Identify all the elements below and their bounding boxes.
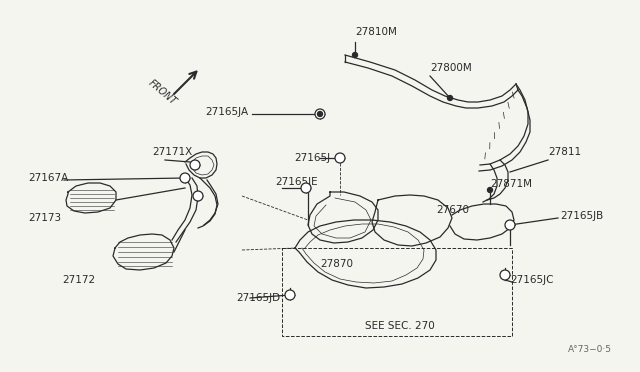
Circle shape bbox=[500, 270, 510, 280]
Text: 27167A: 27167A bbox=[28, 173, 68, 183]
Text: FRONT: FRONT bbox=[146, 77, 178, 106]
Text: 27165JE: 27165JE bbox=[275, 177, 318, 187]
Text: 27165JC: 27165JC bbox=[510, 275, 554, 285]
Text: 27670: 27670 bbox=[436, 205, 469, 215]
Circle shape bbox=[315, 109, 325, 119]
Text: 27165J: 27165J bbox=[294, 153, 330, 163]
Text: 27165JD: 27165JD bbox=[236, 293, 280, 303]
Text: 27165JB: 27165JB bbox=[560, 211, 604, 221]
Text: 27165JA: 27165JA bbox=[205, 107, 248, 117]
Circle shape bbox=[353, 52, 358, 58]
Circle shape bbox=[285, 290, 295, 300]
Text: 27811: 27811 bbox=[548, 147, 581, 157]
Text: 27871M: 27871M bbox=[490, 179, 532, 189]
Circle shape bbox=[447, 96, 452, 100]
Text: 27171X: 27171X bbox=[152, 147, 192, 157]
Circle shape bbox=[180, 173, 190, 183]
Text: SEE SEC. 270: SEE SEC. 270 bbox=[365, 321, 435, 331]
Text: 27173: 27173 bbox=[28, 213, 61, 223]
Circle shape bbox=[505, 220, 515, 230]
Circle shape bbox=[190, 160, 200, 170]
Text: A°73−0·5: A°73−0·5 bbox=[568, 346, 612, 355]
Circle shape bbox=[317, 112, 323, 116]
Circle shape bbox=[301, 183, 311, 193]
Text: 27810M: 27810M bbox=[355, 27, 397, 37]
Text: 27800M: 27800M bbox=[430, 63, 472, 73]
Circle shape bbox=[488, 187, 493, 192]
Text: 27172: 27172 bbox=[62, 275, 95, 285]
Circle shape bbox=[335, 153, 345, 163]
Circle shape bbox=[193, 191, 203, 201]
Text: 27870: 27870 bbox=[320, 259, 353, 269]
